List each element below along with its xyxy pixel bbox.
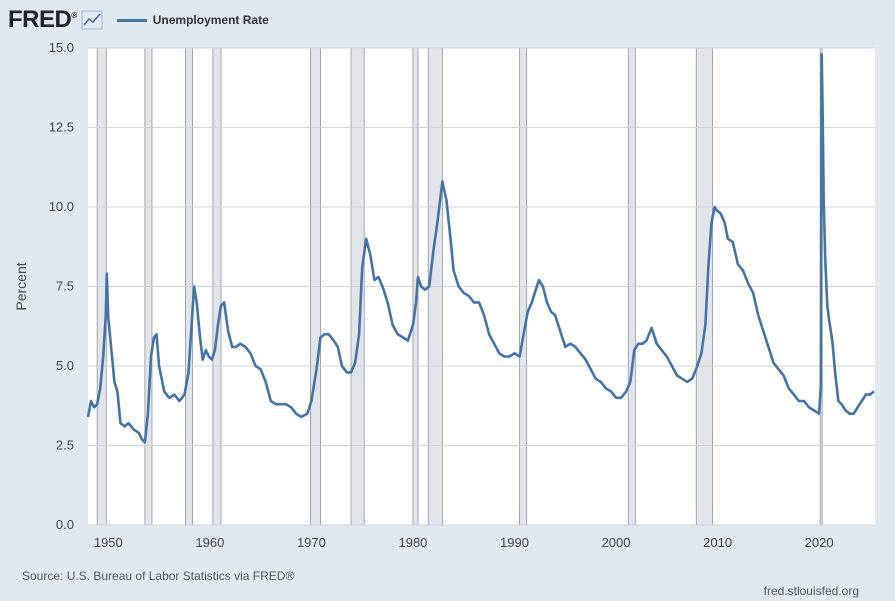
- legend: Unemployment Rate: [116, 13, 269, 27]
- x-tick-label: 2020: [805, 535, 834, 550]
- y-tick-label: 2.5: [56, 438, 74, 453]
- series-line-unemployment-rate: [86, 53, 875, 444]
- x-tick-label: 1990: [500, 535, 529, 550]
- x-tick-label: 1980: [398, 535, 427, 550]
- x-tick-label: 1950: [94, 535, 123, 550]
- fred-logo-text: FRED: [8, 6, 72, 33]
- site-url[interactable]: fred.stlouisfed.org: [763, 584, 859, 598]
- legend-label: Unemployment Rate: [152, 13, 269, 27]
- x-tick-label: 1970: [297, 535, 326, 550]
- y-tick-label: 0.0: [56, 517, 74, 532]
- source-note: Source: U.S. Bureau of Labor Statistics …: [22, 569, 295, 583]
- chart-header: FRED® Unemployment Rate: [8, 4, 269, 36]
- x-tick-label: 2010: [703, 535, 732, 550]
- x-tick-label: 2000: [602, 535, 631, 550]
- legend-swatch: [116, 18, 147, 22]
- y-tick-label: 15.0: [49, 40, 74, 55]
- y-tick-label: 7.5: [56, 279, 74, 294]
- y-tick-label: 10.0: [49, 199, 74, 214]
- y-tick-label: 5.0: [56, 358, 74, 373]
- fred-logo[interactable]: FRED®: [8, 6, 77, 34]
- line-chart-icon: [81, 10, 103, 30]
- registered-mark: ®: [71, 11, 77, 20]
- y-tick-label: 12.5: [49, 120, 74, 135]
- chart-canvas: 0.0 2.5 5.0 7.5 10.0 12.5 15.0 1950 1960 1970 1980…: [13, 40, 875, 550]
- y-axis-label: Percent: [13, 262, 29, 310]
- x-tick-label: 1960: [195, 535, 224, 550]
